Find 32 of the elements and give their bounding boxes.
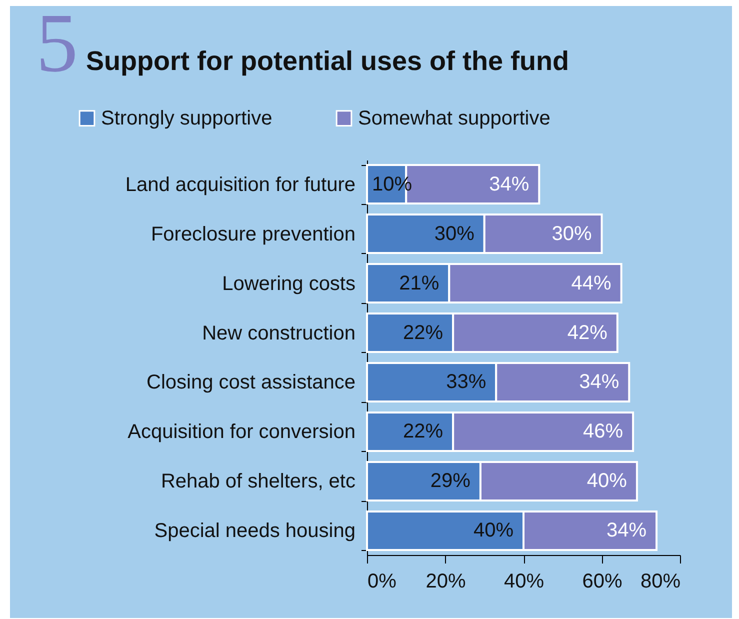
- data-label: 22%: [403, 420, 444, 443]
- data-label: 40%: [586, 470, 628, 492]
- data-label: 34%: [489, 173, 530, 196]
- legend-label: Strongly supportive: [101, 107, 272, 130]
- x-tick-label: 60%: [582, 570, 622, 592]
- y-tick-label: Land acquisition for future: [125, 174, 356, 196]
- legend-label: Somewhat supportive: [358, 107, 550, 130]
- data-label: 34%: [579, 371, 620, 394]
- data-label: 33%: [446, 371, 486, 394]
- y-tick-label: Closing cost assistance: [146, 372, 356, 394]
- x-tick-label: 20%: [426, 570, 466, 592]
- x-tick-label: 80%: [640, 570, 681, 592]
- data-label: 21%: [399, 272, 440, 294]
- text: 5: [36, 0, 78, 90]
- data-label: 46%: [583, 420, 624, 443]
- data-label: 44%: [571, 272, 612, 294]
- data-label: 22%: [403, 322, 444, 344]
- x-tick-label: 40%: [504, 570, 544, 592]
- y-tick-label: Lowering costs: [222, 272, 356, 295]
- y-tick-label: Acquisition for conversion: [128, 421, 356, 444]
- y-tick-label: Foreclosure prevention: [150, 223, 356, 246]
- data-label: 30%: [552, 222, 592, 245]
- y-tick-label: Special needs housing: [154, 520, 356, 542]
- data-label: 30%: [434, 222, 475, 245]
- y-tick-label: Rehab of shelters, etc: [160, 470, 356, 493]
- data-label: 29%: [430, 470, 471, 492]
- data-label: 34%: [606, 520, 647, 542]
- chart-title: Support for potential uses of the fund: [86, 46, 569, 77]
- data-label: 42%: [567, 322, 608, 344]
- x-tick-label: 0%: [368, 570, 397, 592]
- y-tick-label: New construction: [202, 322, 356, 344]
- data-label: 40%: [473, 520, 514, 542]
